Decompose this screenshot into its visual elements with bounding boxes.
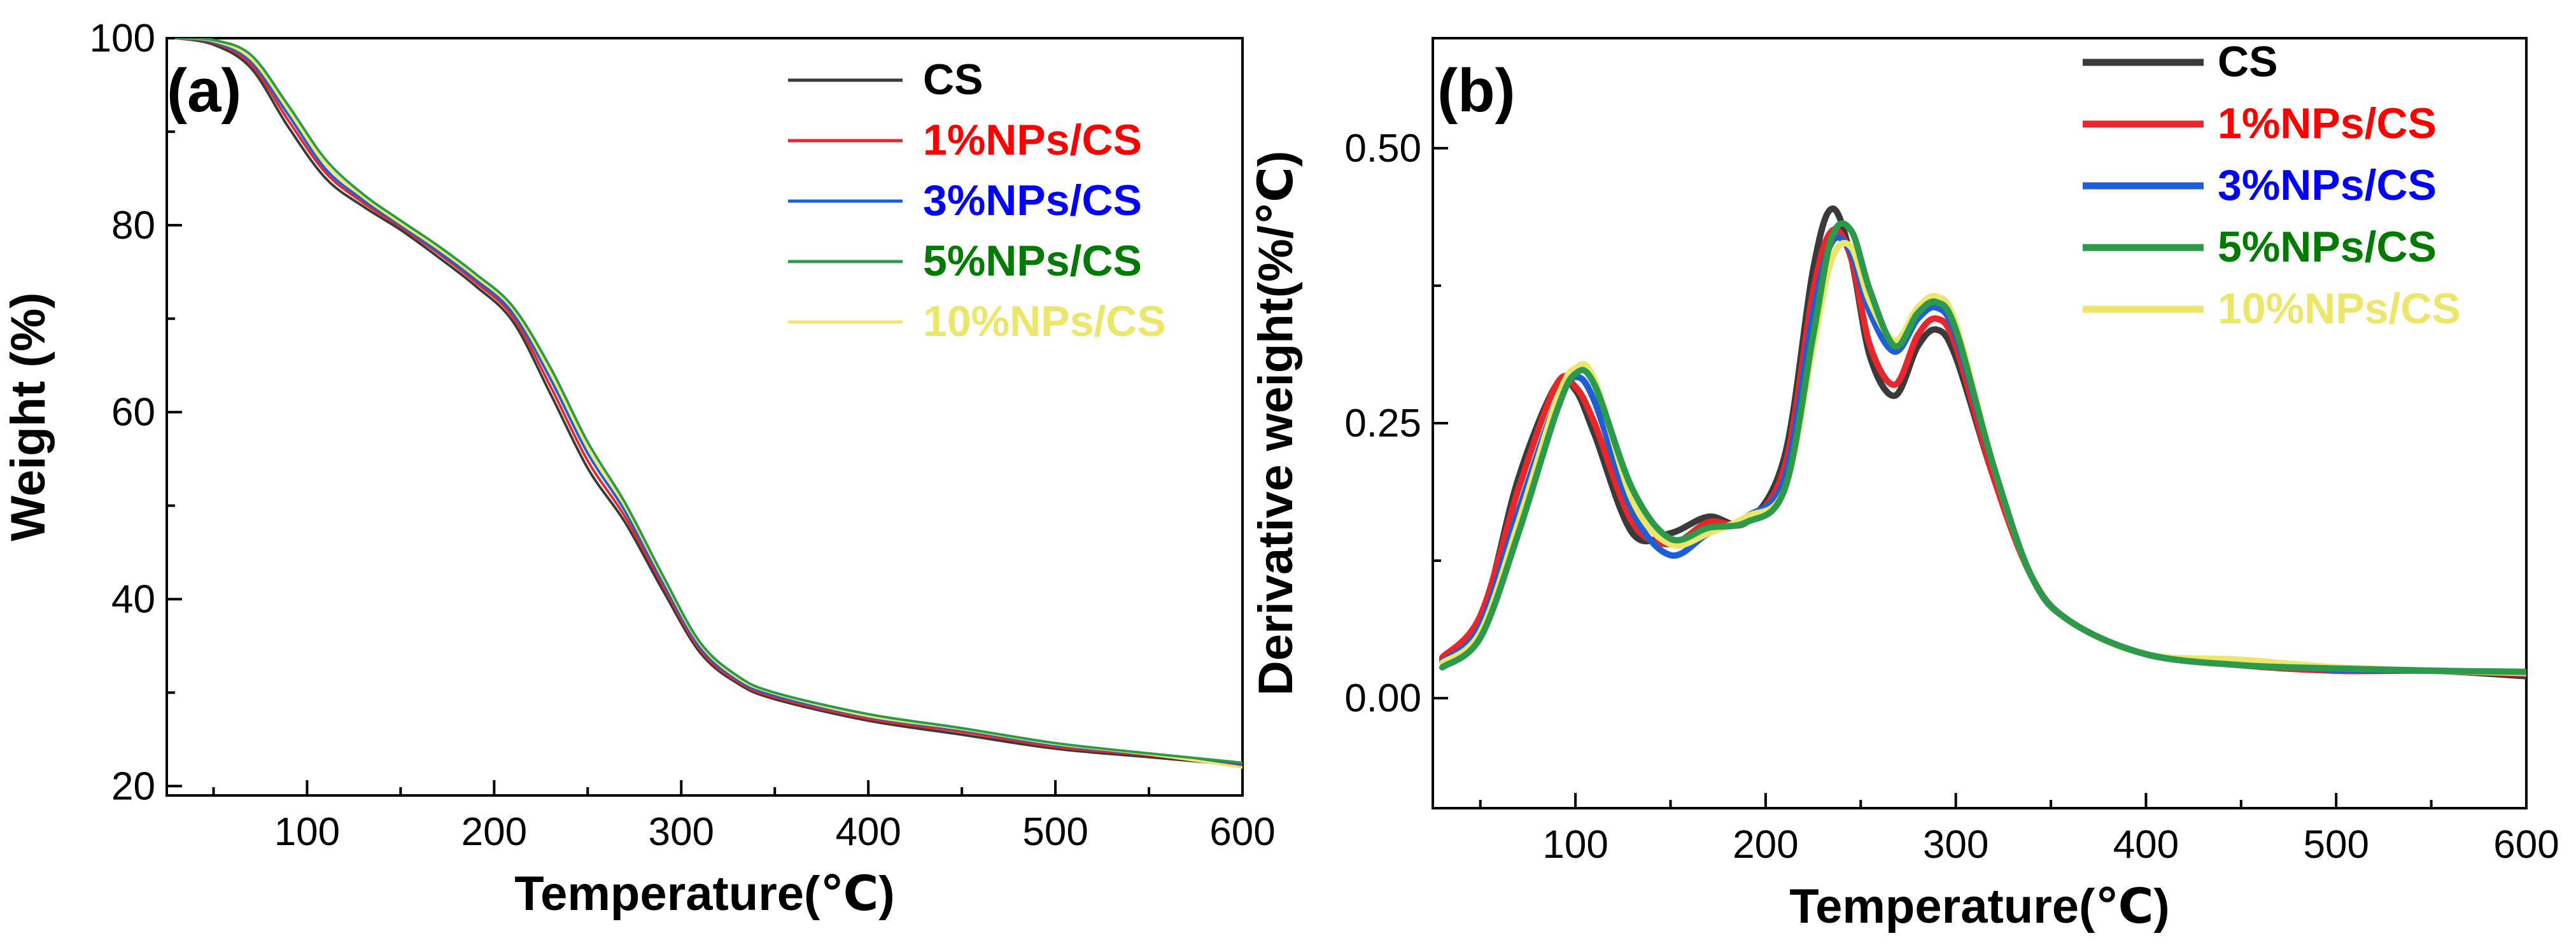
y-tick-label: 40 — [111, 577, 155, 621]
x-tick-label: 400 — [2113, 823, 2179, 867]
legend-label: 1%NPs/CS — [2218, 99, 2437, 148]
legend-label: 10%NPs/CS — [923, 297, 1166, 346]
legend: CS 1%NPs/CS 3%NPs/CS 5%NPs/CS 10%NPs/CS — [788, 55, 1166, 346]
legend-label: 10%NPs/CS — [2218, 284, 2461, 333]
y-tick-label: 20 — [111, 764, 155, 808]
panel-label: (a) — [167, 57, 241, 125]
series-line-5-nps-cs — [1439, 220, 2526, 675]
y-tick-label: 0.50 — [1344, 127, 1421, 171]
x-tick-label: 100 — [1542, 823, 1608, 867]
y-tick-label: 80 — [111, 204, 155, 248]
x-tick-label: 200 — [1733, 823, 1798, 867]
y-axis-title: Weight (%) — [1, 292, 55, 541]
x-axis-title: Temperature(℃) — [1789, 879, 2169, 934]
x-tick-label: 400 — [835, 810, 901, 854]
legend-label: CS — [2218, 38, 2277, 86]
x-tick-label: 300 — [1923, 823, 1988, 867]
series-group — [174, 38, 1242, 769]
x-tick-label: 600 — [2493, 823, 2559, 867]
x-tick-label: 500 — [1022, 810, 1088, 854]
legend-label: 3%NPs/CS — [923, 176, 1142, 225]
y-tick-label: 100 — [90, 17, 155, 60]
panel-b: 100 200 300 400 500 600 0.00 0.25 0.50 Temperatur… — [1249, 37, 2559, 934]
legend-label: CS — [923, 55, 983, 104]
series-line-5-nps-cs — [174, 38, 1242, 764]
x-tick-label: 600 — [1209, 810, 1275, 854]
legend-label: 1%NPs/CS — [923, 116, 1142, 164]
y-axis-title: Derivative weight(%/℃) — [1249, 151, 1303, 696]
legend-label: 5%NPs/CS — [2218, 223, 2437, 271]
panel-a: 100 200 300 400 500 600 20 40 60 80 100 Temperature… — [1, 17, 1276, 921]
panel-label: (b) — [1437, 57, 1516, 125]
legend-label: 3%NPs/CS — [2218, 161, 2437, 209]
y-tick-label: 0.00 — [1344, 676, 1421, 720]
y-tick-label: 0.25 — [1344, 402, 1421, 445]
series-group — [1439, 205, 2526, 680]
y-tick-label: 60 — [111, 391, 155, 435]
series-line-cs — [174, 38, 1242, 767]
x-tick-label: 500 — [2303, 823, 2368, 867]
plot-frame — [165, 37, 1244, 797]
x-axis-title: Temperature(℃) — [514, 867, 894, 921]
x-tick-label: 300 — [649, 810, 714, 854]
x-tick-label: 200 — [461, 810, 527, 854]
x-tick-label: 100 — [274, 810, 340, 854]
legend: CS 1%NPs/CS 3%NPs/CS 5%NPs/CS 10%NPs/CS — [2083, 38, 2461, 333]
series-line-1-nps-cs — [174, 38, 1242, 766]
legend-label: 5%NPs/CS — [923, 237, 1142, 285]
